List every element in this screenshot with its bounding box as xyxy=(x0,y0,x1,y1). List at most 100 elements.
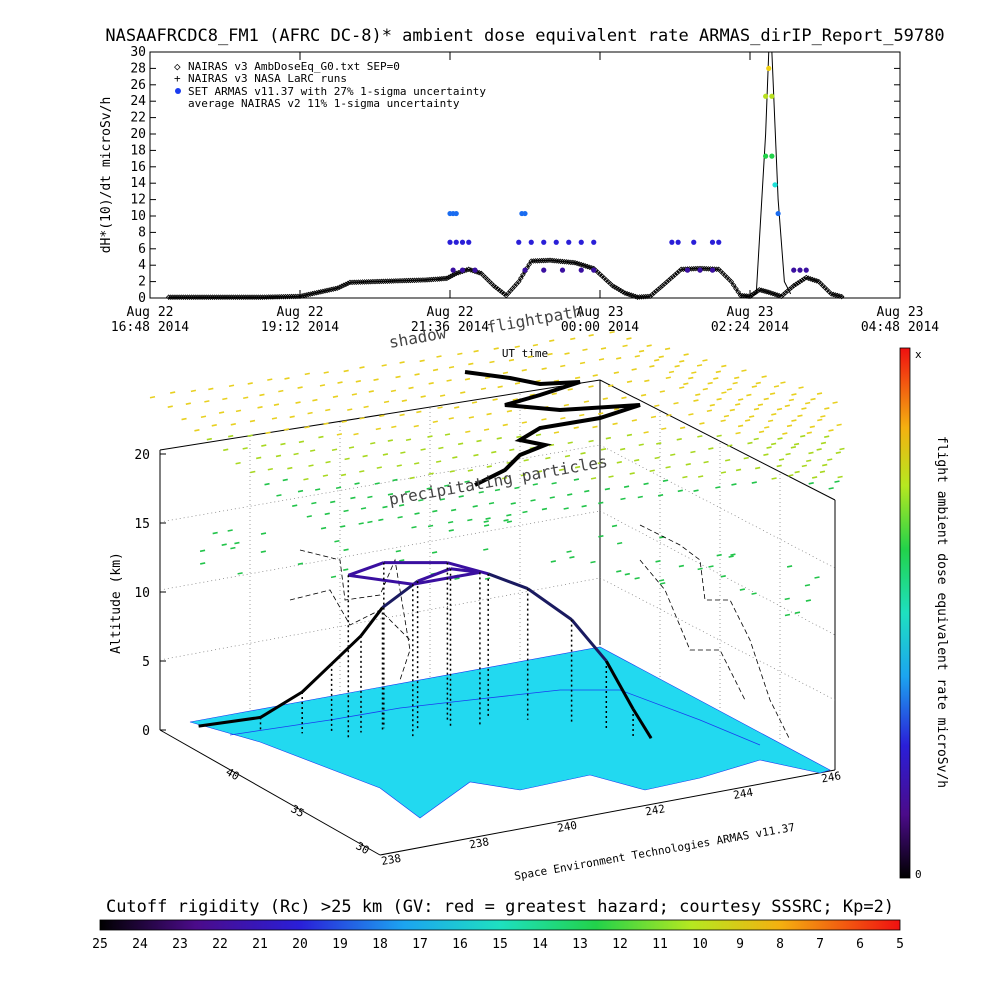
model-point xyxy=(203,294,210,300)
particle-dash xyxy=(824,435,830,438)
particle-dash xyxy=(654,456,660,460)
particle-dash xyxy=(798,386,804,389)
model-point xyxy=(705,266,712,272)
measured-point xyxy=(559,267,566,273)
cutoff-tick-label: 7 xyxy=(816,937,824,952)
particle-dash xyxy=(521,421,528,424)
particle-dash xyxy=(545,456,551,460)
particle-dash xyxy=(655,560,661,563)
y-tick-label: 0 xyxy=(138,291,146,306)
model-point xyxy=(288,293,295,300)
model-point xyxy=(795,280,801,286)
particle-dash xyxy=(488,501,495,505)
particle-dash xyxy=(307,411,313,415)
cutoff-tick-label: 15 xyxy=(492,937,508,952)
particle-dash xyxy=(448,529,454,532)
particle-dash xyxy=(523,458,529,462)
particle-dash xyxy=(734,376,740,380)
particle-dash xyxy=(185,402,191,405)
particle-dash xyxy=(598,412,604,415)
particle-dash xyxy=(506,409,513,413)
particle-dash xyxy=(297,562,304,566)
model-point xyxy=(428,276,435,283)
particle-dash xyxy=(695,393,701,396)
particle-dash xyxy=(367,495,373,499)
particle-dash xyxy=(737,424,744,428)
particle-dash xyxy=(784,613,791,617)
particle-dash xyxy=(432,420,438,424)
model-point xyxy=(543,257,549,264)
model-point xyxy=(701,265,707,272)
particle-dash xyxy=(763,397,769,401)
x-tick-label-time: 19:12 2014 xyxy=(261,320,339,335)
particle-dash xyxy=(312,398,318,402)
model-point xyxy=(793,281,799,288)
particle-dash xyxy=(683,353,689,356)
particle-dash xyxy=(588,385,594,388)
particle-dash xyxy=(331,448,338,452)
particle-dash xyxy=(414,462,420,465)
model-point xyxy=(253,294,260,300)
particle-dash xyxy=(362,454,368,458)
model-point xyxy=(368,278,374,285)
particle-dash xyxy=(439,498,446,501)
flight-shadow xyxy=(464,370,641,487)
shadow-traces xyxy=(289,524,791,741)
model-point xyxy=(293,293,299,300)
particle-dash xyxy=(264,482,270,486)
particle-dash xyxy=(448,365,455,369)
particle-dash xyxy=(616,570,622,573)
particle-dash xyxy=(797,414,803,418)
particle-dash xyxy=(458,495,464,498)
particle-dash xyxy=(506,520,513,524)
model-point xyxy=(638,294,645,300)
model-point xyxy=(561,258,568,265)
particle-dash xyxy=(284,377,290,380)
particle-dash xyxy=(696,364,703,367)
particle-dash xyxy=(590,560,596,564)
software-credit: Space Environment Technologies ARMAS v11… xyxy=(513,821,796,883)
particle-dash xyxy=(439,394,446,397)
model-point xyxy=(351,279,357,286)
particle-dash xyxy=(419,359,425,363)
particle-dash xyxy=(776,464,782,468)
particle-dash xyxy=(379,414,385,418)
model-point xyxy=(193,294,199,300)
particle-dash xyxy=(250,470,256,474)
particle-dash xyxy=(446,379,452,382)
cutoff-tick-label: 5 xyxy=(896,937,904,952)
particle-dash xyxy=(670,453,676,457)
particle-dash xyxy=(808,482,814,485)
particle-dash xyxy=(738,398,744,401)
particle-dash xyxy=(824,407,830,410)
particle-dash xyxy=(330,500,336,504)
particle-dash xyxy=(608,475,614,478)
model-point xyxy=(713,266,720,272)
peak-line xyxy=(743,51,792,299)
track-segment xyxy=(198,715,261,728)
particle-dash xyxy=(483,428,490,431)
model-point xyxy=(251,294,257,300)
model-point xyxy=(295,293,301,300)
particle-dash xyxy=(367,520,373,524)
particle-dash xyxy=(551,392,557,396)
model-point xyxy=(703,265,710,272)
model-point xyxy=(390,278,397,284)
particle-dash xyxy=(428,472,434,476)
cutoff-tick-label: 17 xyxy=(412,937,428,952)
particle-dash xyxy=(656,442,662,445)
particle-dash xyxy=(785,452,791,456)
model-point xyxy=(370,278,376,285)
track-segment xyxy=(259,690,303,719)
particle-dash xyxy=(706,409,713,413)
particle-dash xyxy=(514,486,520,490)
particle-dash xyxy=(814,576,820,579)
model-point xyxy=(165,294,172,300)
particle-dash xyxy=(693,489,699,492)
particle-dash xyxy=(509,448,515,452)
particle-dash xyxy=(360,507,367,510)
particle-dash xyxy=(243,396,249,400)
model-point xyxy=(213,294,220,300)
